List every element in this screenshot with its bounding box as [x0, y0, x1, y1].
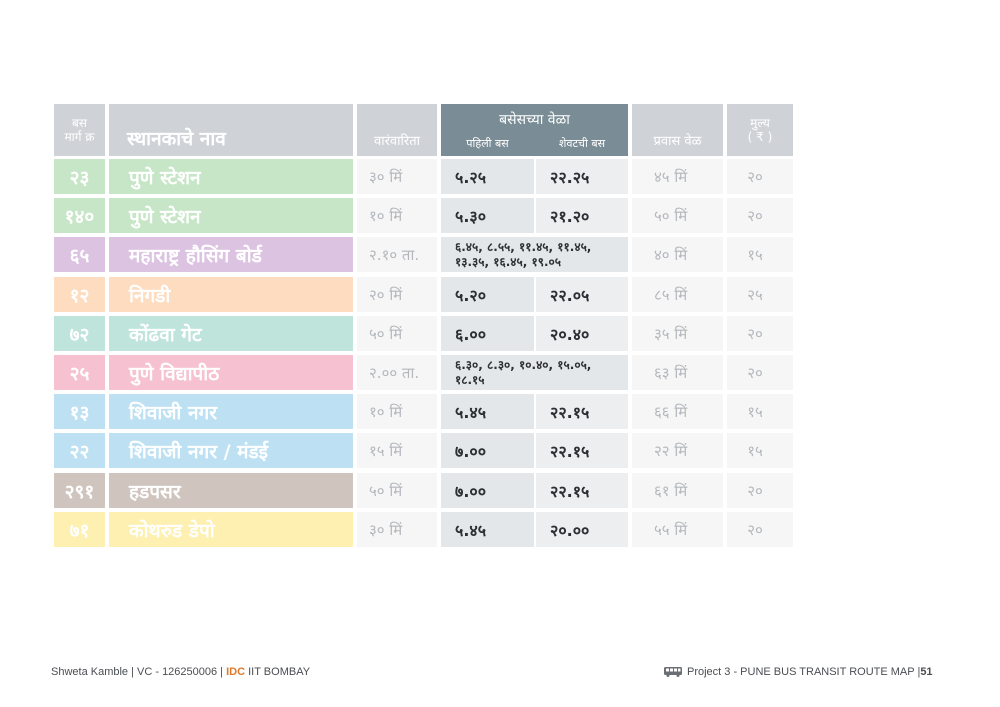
travel-time: २२ मिं: [632, 433, 723, 468]
travel-time: ४५ मिं: [632, 159, 723, 194]
bus-icon: [664, 667, 682, 677]
frequency: ५० मिं: [357, 473, 437, 508]
stop-name: पुणे स्टेशन: [109, 159, 353, 194]
footer-author: Shweta Kamble | VC - 126250006 |: [51, 666, 227, 678]
stop-name: पुणे स्टेशन: [109, 198, 353, 233]
frequency: २० मिं: [357, 277, 437, 312]
last-bus-time: २०.४०: [536, 316, 628, 351]
frequency: ३० मिं: [357, 159, 437, 194]
travel-time: ५५ मिं: [632, 512, 723, 547]
first-bus-time: ५.२५: [441, 159, 534, 194]
footer-left: Shweta Kamble | VC - 126250006 | IDC IIT…: [51, 666, 310, 678]
travel-time: ६१ मिं: [632, 473, 723, 508]
first-bus-time: ७.००: [441, 433, 534, 468]
fare: १५: [727, 433, 793, 468]
route-number: ६५: [54, 237, 105, 272]
fare: २०: [727, 355, 793, 390]
first-bus-time: ५.२०: [441, 277, 534, 312]
footer-idc: IDC: [226, 666, 246, 678]
frequency: १० मिं: [357, 198, 437, 233]
fare: २०: [727, 512, 793, 547]
route-number: १४०: [54, 198, 105, 233]
fare: २०: [727, 473, 793, 508]
stop-name: कोथरुड डेपो: [109, 512, 353, 547]
first-bus-time: ७.००: [441, 473, 534, 508]
frequency: ५० मिं: [357, 316, 437, 351]
stop-name: महाराष्ट्र हौसिंग बोर्ड: [109, 237, 353, 272]
last-bus-time: २०.००: [536, 512, 628, 547]
route-number: २२: [54, 433, 105, 468]
route-number: ७१: [54, 512, 105, 547]
route-number: २९१: [54, 473, 105, 508]
first-bus-time: ५.३०: [441, 198, 534, 233]
bus-times-list: ६.४५, ८.५५, ११.४५, ११.४५, १३.३५, १६.४५, …: [441, 237, 628, 272]
frequency: १० मिं: [357, 394, 437, 429]
last-bus-time: २२.१५: [536, 473, 628, 508]
fare: २०: [727, 159, 793, 194]
last-bus-time: २१.२०: [536, 198, 628, 233]
header-bus-times-label: बसेसच्या वेळा: [499, 111, 570, 128]
last-bus-time: २२.०५: [536, 277, 628, 312]
travel-time: ८५ मिं: [632, 277, 723, 312]
stop-name: कोंढवा गेट: [109, 316, 353, 351]
fare: १५: [727, 394, 793, 429]
header-first-bus: पहिली बस: [466, 136, 509, 150]
route-number: २५: [54, 355, 105, 390]
route-number: ७२: [54, 316, 105, 351]
route-number: २३: [54, 159, 105, 194]
last-bus-time: २२.१५: [536, 394, 628, 429]
header-fare: मुल्य ( ₹ ): [727, 104, 793, 156]
first-bus-time: ५.४५: [441, 394, 534, 429]
travel-time: ६६ मिं: [632, 394, 723, 429]
last-bus-time: २२.२५: [536, 159, 628, 194]
fare: १५: [727, 237, 793, 272]
fare: २५: [727, 277, 793, 312]
bus-times-list: ६.३०, ८.३०, १०.४०, १५.०५, १८.१५: [441, 355, 628, 390]
header-bus-times: [441, 104, 628, 156]
last-bus-time: २२.१५: [536, 433, 628, 468]
first-bus-time: ५.४५: [441, 512, 534, 547]
frequency: २.१० ता.: [357, 237, 437, 272]
travel-time: ४० मिं: [632, 237, 723, 272]
footer-institute: IIT BOMBAY: [245, 666, 311, 678]
footer-project: Project 3 - PUNE BUS TRANSIT ROUTE MAP |: [687, 666, 921, 678]
first-bus-time: ६.००: [441, 316, 534, 351]
header-travel-time: प्रवास वेळ: [632, 104, 723, 156]
route-number: १२: [54, 277, 105, 312]
stop-name: हडपसर: [109, 473, 353, 508]
stop-name: पुणे विद्यापीठ: [109, 355, 353, 390]
stop-name: शिवाजी नगर / मंडई: [109, 433, 353, 468]
route-number: १३: [54, 394, 105, 429]
fare: २०: [727, 316, 793, 351]
fare: २०: [727, 198, 793, 233]
footer-page-number: 51: [920, 666, 933, 678]
travel-time: ६३ मिं: [632, 355, 723, 390]
header-last-bus: शेवटची बस: [558, 136, 606, 150]
stop-name: निगडी: [109, 277, 353, 312]
travel-time: ५० मिं: [632, 198, 723, 233]
header-frequency: वारंवारिता: [357, 104, 437, 156]
travel-time: ३५ मिं: [632, 316, 723, 351]
stop-name: शिवाजी नगर: [109, 394, 353, 429]
frequency: १५ मिं: [357, 433, 437, 468]
footer-right: Project 3 - PUNE BUS TRANSIT ROUTE MAP |…: [664, 666, 933, 678]
header-stop-name: स्थानकाचे नाव: [109, 104, 353, 156]
header-route-no: बस मार्ग क्र: [54, 104, 105, 156]
frequency: ३० मिं: [357, 512, 437, 547]
frequency: २.०० ता.: [357, 355, 437, 390]
